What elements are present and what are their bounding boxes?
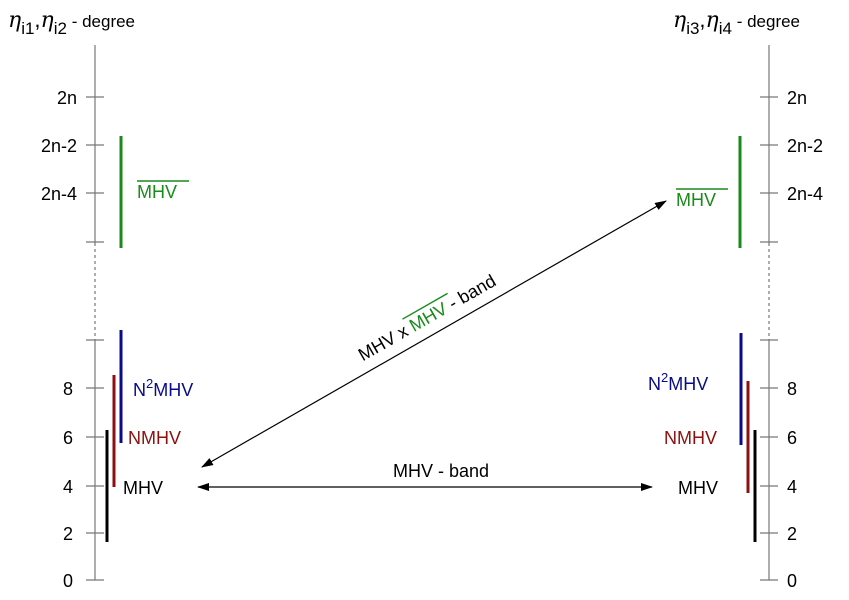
right-tick-label-0: 0 xyxy=(787,571,797,591)
right-axis-eta2: η xyxy=(706,8,719,33)
left-n2-prefix: N xyxy=(133,380,146,400)
left-tick-label-2n-2: 2n-2 xyxy=(41,136,77,156)
diagonal-band-label: MHV x MHV - band xyxy=(355,271,499,365)
right-tick-label-6: 6 xyxy=(787,428,797,448)
diagonal-band-label-group: MHV x MHV - band xyxy=(355,271,499,365)
right-label-mhvbar: MHV xyxy=(676,190,716,210)
right-axis-title: ηi3,ηi4 - degree xyxy=(673,7,800,38)
right-n2-sup: 2 xyxy=(661,370,668,385)
right-n2-suffix: MHV xyxy=(668,374,708,394)
left-tick-label-4: 4 xyxy=(63,477,73,497)
left-label-n2mhv: N2MHV xyxy=(133,376,193,400)
right-label-n2mhv: N2MHV xyxy=(648,370,708,394)
left-tick-label-2n-4: 2n-4 xyxy=(41,184,77,204)
left-tick-label-8: 8 xyxy=(63,379,73,399)
right-n2-prefix: N xyxy=(648,374,661,394)
left-axis-title: ηi1,ηi2 - degree xyxy=(8,7,135,38)
left-label-mhvbar: MHV xyxy=(137,182,177,202)
left-label-nmhv: NMHV xyxy=(128,428,181,448)
left-tick-label-0: 0 xyxy=(63,571,73,591)
right-axis-comma: , xyxy=(699,7,705,32)
left-n2-sup: 2 xyxy=(146,376,153,391)
right-axis-suffix: - degree xyxy=(732,12,800,31)
right-axis-sub1: i3 xyxy=(686,19,699,38)
diagonal-suffix: - band xyxy=(441,271,500,316)
mhv-band-label: MHV - band xyxy=(393,461,489,481)
right-tick-label-8: 8 xyxy=(787,379,797,399)
left-axis-comma: , xyxy=(34,7,40,32)
right-tick-label-2n: 2n xyxy=(787,88,807,108)
left-axis-eta2: η xyxy=(41,8,54,33)
right-tick-label-4: 4 xyxy=(787,477,797,497)
left-tick-label-2: 2 xyxy=(63,524,73,544)
left-tick-label-6: 6 xyxy=(63,428,73,448)
left-axis: 2n 2n-2 2n-4 8 6 4 2 0 ηi1,ηi2 - degree xyxy=(8,7,135,591)
right-label-mhv: MHV xyxy=(678,478,718,498)
left-axis-suffix: - degree xyxy=(67,12,135,31)
right-axis-eta1: η xyxy=(673,8,686,33)
right-tick-label-2n-2: 2n-2 xyxy=(787,136,823,156)
left-axis-sub1: i1 xyxy=(21,19,34,38)
right-axis-sub2: i4 xyxy=(719,19,732,38)
right-axis: 2n 2n-2 2n-4 8 6 4 2 0 ηi3,ηi4 - degree xyxy=(673,7,823,591)
right-tick-label-2: 2 xyxy=(787,524,797,544)
left-tick-label-2n: 2n xyxy=(57,88,77,108)
diagonal-prefix: MHV x xyxy=(355,318,416,365)
left-axis-eta1: η xyxy=(8,8,21,33)
left-axis-sub2: i2 xyxy=(54,19,67,38)
diagonal-band-arrow xyxy=(201,200,667,468)
right-label-nmhv: NMHV xyxy=(664,428,717,448)
left-label-mhv: MHV xyxy=(123,478,163,498)
right-tick-label-2n-4: 2n-4 xyxy=(787,184,823,204)
left-n2-suffix: MHV xyxy=(153,380,193,400)
diagonal-bar-overline xyxy=(402,292,448,320)
